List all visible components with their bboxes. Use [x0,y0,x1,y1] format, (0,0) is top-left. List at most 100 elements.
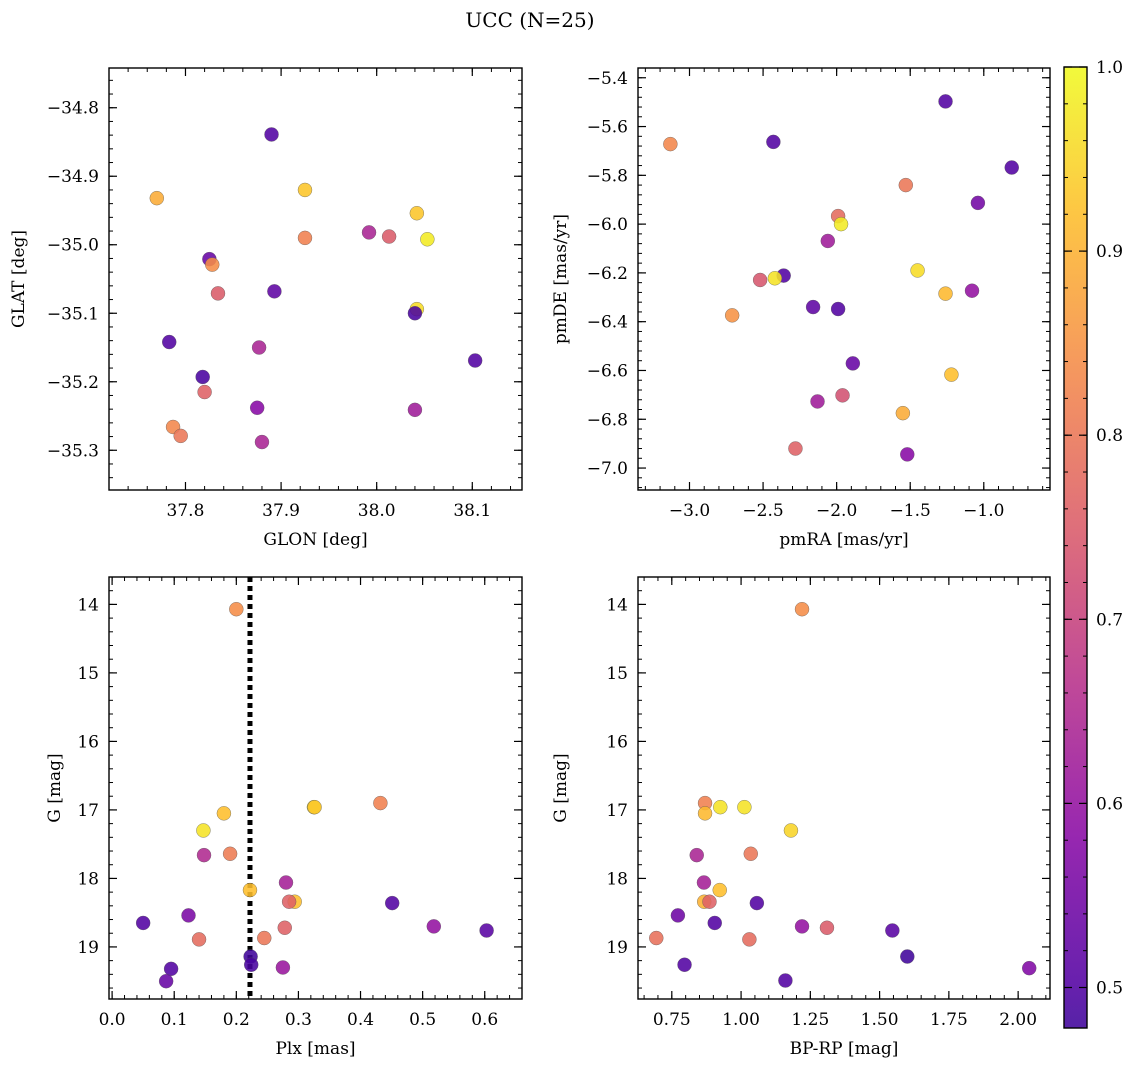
y-tick-label: 15 [77,664,99,684]
x-tick-label: 0.5 [409,1010,436,1030]
scatter-point [264,127,279,142]
x-tick-label: 0.1 [161,1010,188,1030]
scatter-point [713,799,728,815]
scatter-points [663,94,1019,462]
scatter-point [195,369,210,385]
scatter-point [910,263,925,278]
scatter-point [409,205,425,221]
y-tick-label: −34.9 [47,167,99,187]
x-tick-label: 2.00 [999,1010,1037,1030]
scatter-point [229,601,244,617]
x-tick-label: 0.3 [285,1010,312,1030]
scatter-point [702,894,717,909]
scatter-point [1021,960,1037,976]
scatter-point [885,923,900,938]
x-axis-label: BP-RP [mag] [790,1039,899,1059]
axes-frame [637,67,1051,491]
colorbar-tick-label: 1.0 [1096,58,1123,78]
scatter-point [820,233,836,249]
axes-frame [637,576,1051,1000]
y-tick-label: −35.3 [47,441,99,461]
x-tick-label: 1.25 [791,1010,829,1030]
scatter-point [707,915,722,931]
scatter-point [783,823,799,838]
colorbar-tick-label: 0.8 [1096,426,1123,446]
x-tick-label: 0.2 [223,1010,250,1030]
scatter-point [794,919,810,934]
major-ticks [109,68,522,490]
scatter-points [135,601,494,989]
panel-4: 0.75 1.00 1.25 1.50 1.75 2.00 14 15 16 17 18 19 BP-R… [551,576,1051,1059]
colorbar-tick-label: 0.9 [1096,242,1123,262]
x-tick-label: 38.0 [358,501,396,521]
x-axis-label: Plx [mas] [275,1039,355,1059]
y-tick-label: 16 [77,732,99,752]
scatter-point [767,271,783,286]
axes-frame [108,576,523,1000]
scatter-point [426,919,442,934]
scatter-point [173,428,188,444]
colorbar-gradient [1063,66,1088,1029]
x-tick-label: −1.0 [963,501,1004,521]
scatter-point [161,334,177,350]
scatter-point [254,434,270,450]
scatter-point [216,806,232,821]
panel-1: 37.8 37.9 38.0 38.1 −34.8 −34.9 −35.0 −35.1 −35.… [9,67,523,550]
scatter-point [737,799,752,815]
scatter-point [830,301,846,317]
y-tick-label: 15 [606,664,628,684]
scatter-point [805,299,821,315]
y-tick-label: −35.0 [47,236,99,256]
scatter-point [938,94,953,109]
scatter-point [724,308,740,323]
y-tick-label: 19 [77,938,99,958]
scatter-point [158,973,174,989]
scatter-point [257,930,272,946]
minor-ticks [638,67,1050,490]
scatter-point [407,306,423,321]
scatter-point [277,920,293,936]
scatter-point [766,134,781,150]
scatter-point [191,932,207,947]
x-tick-label: −3.0 [669,501,710,521]
scatter-point [742,932,757,947]
y-axis-label: G [mag] [551,753,571,822]
scatter-point [196,847,212,863]
y-tick-label: −5.4 [587,69,628,89]
major-ticks [109,577,522,999]
scatter-point [900,447,915,462]
scatter-point [163,961,179,977]
x-tick-label: 0.4 [347,1010,374,1030]
scatter-point [835,388,850,403]
panel-3: 0.0 0.1 0.2 0.3 0.4 0.5 0.6 14 15 16 17 18 19 Plx [ma… [45,576,523,1059]
figure-title: UCC (N=25) [465,8,594,32]
x-tick-label: 0.6 [471,1010,498,1030]
axes-frame [108,67,523,491]
x-tick-label: −2.0 [816,501,857,521]
scatter-point [222,846,238,862]
scatter-point [135,915,151,931]
y-tick-label: −34.8 [47,99,99,119]
x-tick-label: 37.9 [262,501,300,521]
scatter-point [242,882,258,898]
x-tick-label: 1.75 [930,1010,968,1030]
scatter-point [697,806,713,821]
scatter-point [970,195,986,211]
y-tick-label: 17 [77,801,99,821]
y-tick-label: 14 [606,595,628,615]
scatter-point [663,136,678,152]
x-tick-label: 38.1 [453,501,491,521]
scatter-point [670,908,686,923]
y-tick-label: 16 [606,732,628,752]
scatter-point [964,283,980,298]
panel-2: −3.0 −2.5 −2.0 −1.5 −1.0 −5.4 −5.6 −5.8 −6.0 −6.2… [551,67,1051,550]
scatter-point [196,823,211,838]
y-tick-label: −5.8 [587,166,628,186]
scatter-point [420,232,435,247]
x-tick-label: 1.50 [861,1010,899,1030]
x-tick-label: −1.5 [890,501,931,521]
scatter-point [833,216,849,232]
scatter-point [900,949,915,964]
scatter-point [278,875,294,890]
